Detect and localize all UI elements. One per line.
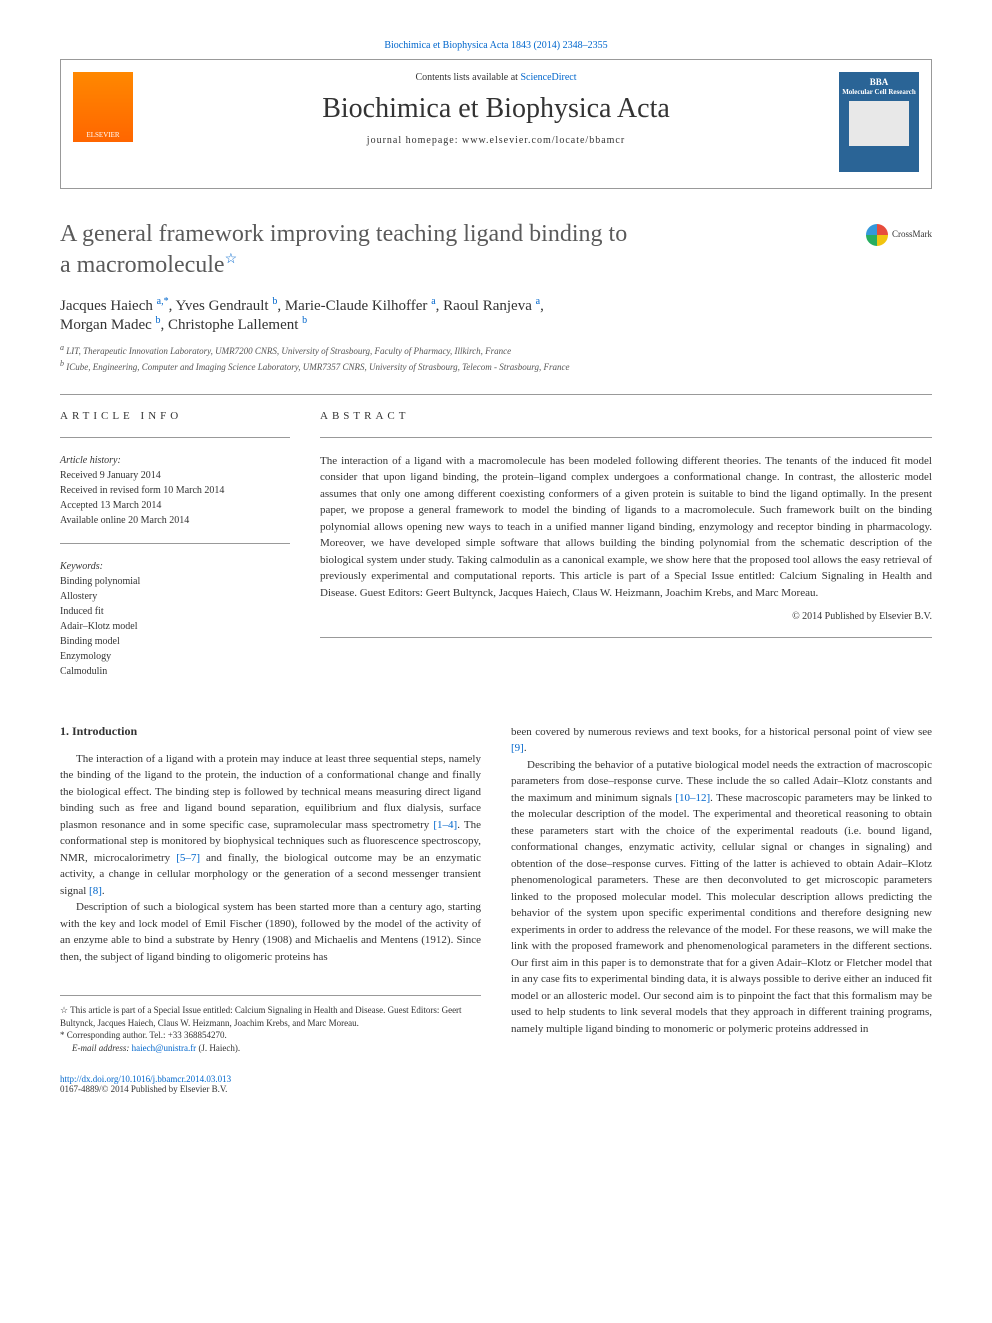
crossmark-badge[interactable]: CrossMark [866, 224, 932, 246]
author-3: Raoul Ranjeva a [443, 298, 540, 314]
doi-link[interactable]: http://dx.doi.org/10.1016/j.bbamcr.2014.… [60, 1074, 932, 1084]
author-0: Jacques Haiech a,* [60, 298, 169, 314]
abstract-column: ABSTRACT The interaction of a ligand wit… [320, 410, 932, 694]
journal-logo-line1: BBA [870, 77, 889, 88]
footnote-star: ☆ This article is part of a Special Issu… [60, 1004, 481, 1029]
issn-copyright: 0167-4889/© 2014 Published by Elsevier B… [60, 1084, 932, 1094]
email-link[interactable]: haiech@unistra.fr [132, 1043, 197, 1053]
footer: http://dx.doi.org/10.1016/j.bbamcr.2014.… [60, 1074, 932, 1094]
divider [60, 394, 932, 395]
article-info-heading: ARTICLE INFO [60, 410, 290, 422]
footnote-corresponding: * Corresponding author. Tel.: +33 368854… [60, 1029, 481, 1042]
left-column: 1. Introduction The interaction of a lig… [60, 724, 481, 1055]
affiliation-a: a LIT, Therapeutic Innovation Laboratory… [60, 342, 932, 358]
history-label: Article history: [60, 453, 290, 468]
homepage-prefix: journal homepage: [367, 135, 462, 146]
right-column: been covered by numerous reviews and tex… [511, 724, 932, 1055]
keyword-2: Induced fit [60, 604, 290, 619]
keyword-6: Calmodulin [60, 664, 290, 679]
divider [320, 437, 932, 438]
keyword-4: Binding model [60, 634, 290, 649]
divider [60, 543, 290, 544]
keyword-5: Enzymology [60, 649, 290, 664]
keywords-block: Keywords: Binding polynomial Allostery I… [60, 559, 290, 679]
history-3: Available online 20 March 2014 [60, 513, 290, 528]
footnote-email: E-mail address: haiech@unistra.fr (J. Ha… [60, 1042, 481, 1055]
crossmark-icon [866, 224, 888, 246]
divider [60, 437, 290, 438]
journal-name: Biochimica et Biophysica Acta [171, 93, 821, 125]
journal-cover-image [849, 101, 909, 146]
paragraph-2: Description of such a biological system … [60, 899, 481, 965]
journal-cover-logo: BBA Molecular Cell Research [839, 72, 919, 172]
ref-link-10-12[interactable]: [10–12] [675, 792, 710, 804]
intro-heading: 1. Introduction [60, 724, 481, 739]
footnotes: ☆ This article is part of a Special Issu… [60, 995, 481, 1054]
ref-link-1-4[interactable]: [1–4] [433, 819, 457, 831]
author-1: Yves Gendrault b [176, 298, 278, 314]
affiliations: a LIT, Therapeutic Innovation Laboratory… [60, 342, 932, 373]
author-list: Jacques Haiech a,*, Yves Gendrault b, Ma… [60, 296, 932, 334]
paragraph-4: Describing the behavior of a putative bi… [511, 757, 932, 1038]
title-line1: A general framework improving teaching l… [60, 221, 627, 247]
title-line2: a macromolecule [60, 252, 225, 278]
sciencedirect-link[interactable]: ScienceDirect [520, 72, 576, 83]
contents-prefix: Contents lists available at [415, 72, 520, 83]
journal-header: ELSEVIER BBA Molecular Cell Research Con… [60, 59, 932, 189]
contents-line: Contents lists available at ScienceDirec… [171, 72, 821, 83]
author-4: Morgan Madec b [60, 317, 161, 333]
abstract-copyright: © 2014 Published by Elsevier B.V. [320, 611, 932, 622]
author-5: Christophe Lallement b [168, 317, 307, 333]
paragraph-3: been covered by numerous reviews and tex… [511, 724, 932, 757]
history-1: Received in revised form 10 March 2014 [60, 483, 290, 498]
ref-link-5-7[interactable]: [5–7] [176, 852, 200, 864]
homepage-line: journal homepage: www.elsevier.com/locat… [171, 135, 821, 146]
author-2: Marie-Claude Kilhoffer a [285, 298, 436, 314]
ref-link-8[interactable]: [8] [89, 885, 102, 897]
article-title: CrossMark A general framework improving … [60, 219, 932, 281]
crossmark-text: CrossMark [892, 229, 932, 241]
divider [320, 637, 932, 638]
abstract-heading: ABSTRACT [320, 410, 932, 422]
ref-link-9[interactable]: [9] [511, 742, 524, 754]
homepage-url[interactable]: www.elsevier.com/locate/bbamcr [462, 135, 625, 146]
main-content: 1. Introduction The interaction of a lig… [60, 724, 932, 1055]
elsevier-logo-text: ELSEVIER [86, 131, 119, 139]
paragraph-1: The interaction of a ligand with a prote… [60, 751, 481, 900]
elsevier-logo: ELSEVIER [73, 72, 133, 142]
abstract-text: The interaction of a ligand with a macro… [320, 453, 932, 602]
article-history: Article history: Received 9 January 2014… [60, 453, 290, 528]
keyword-3: Adair–Klotz model [60, 619, 290, 634]
header-citation[interactable]: Biochimica et Biophysica Acta 1843 (2014… [60, 40, 932, 51]
history-2: Accepted 13 March 2014 [60, 498, 290, 513]
history-0: Received 9 January 2014 [60, 468, 290, 483]
affiliation-b: b ICube, Engineering, Computer and Imagi… [60, 358, 932, 374]
article-info-column: ARTICLE INFO Article history: Received 9… [60, 410, 290, 694]
journal-logo-line2: Molecular Cell Research [842, 88, 916, 96]
keyword-1: Allostery [60, 589, 290, 604]
keyword-0: Binding polynomial [60, 574, 290, 589]
keywords-label: Keywords: [60, 559, 290, 574]
title-footnote-star[interactable]: ☆ [225, 252, 238, 267]
